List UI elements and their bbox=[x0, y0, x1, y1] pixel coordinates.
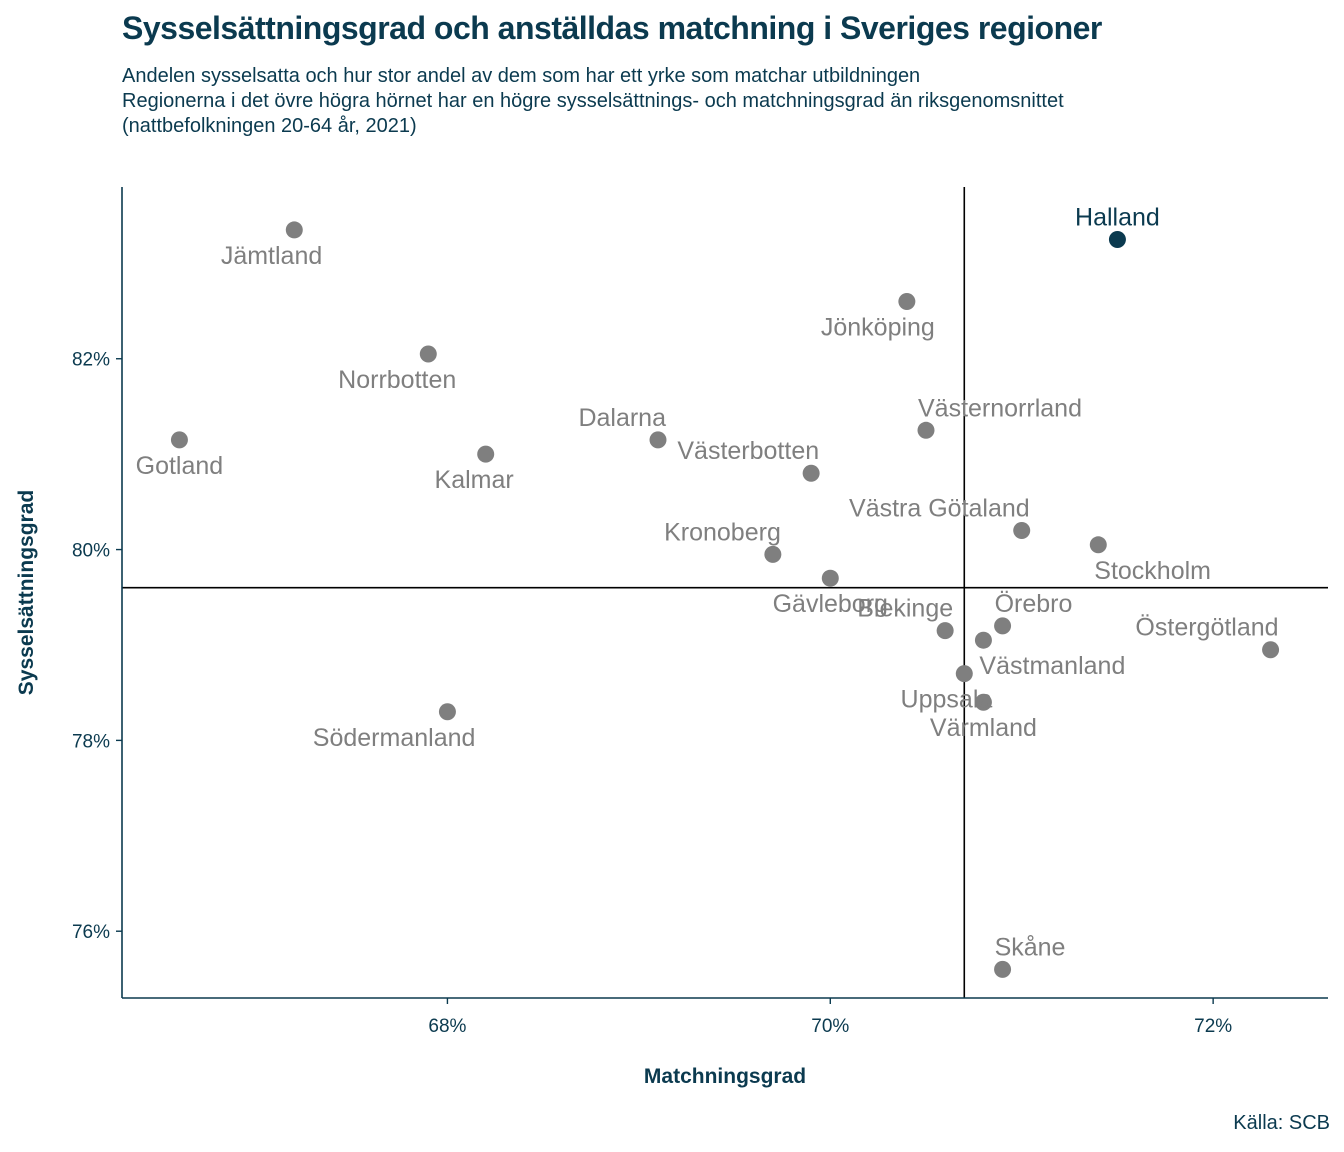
point-blekinge bbox=[936, 622, 954, 640]
point-vasterbotten bbox=[802, 464, 820, 482]
y-tick-label: 80% bbox=[72, 541, 110, 562]
chart-subtitle: Andelen sysselsatta och hur stor andel a… bbox=[122, 64, 1064, 139]
point-vastra-gotaland bbox=[1013, 521, 1031, 539]
point-stockholm bbox=[1089, 536, 1107, 554]
point-kronoberg bbox=[764, 545, 782, 563]
label-vasterbotten: Västerbotten bbox=[677, 437, 819, 465]
point-skane bbox=[994, 960, 1012, 978]
label-sodermanland: Södermanland bbox=[313, 724, 476, 752]
point-norrbotten bbox=[419, 345, 437, 363]
point-labels: Halland Jämtland Jönköping Norrbotten Gotlan… bbox=[136, 203, 1279, 961]
y-tick-label: 76% bbox=[72, 922, 110, 943]
point-vastmanland bbox=[974, 631, 992, 649]
data-points bbox=[170, 221, 1280, 978]
y-tick-label: 82% bbox=[72, 350, 110, 371]
label-vastra-gotaland: Västra Götaland bbox=[849, 494, 1030, 522]
label-gotland: Gotland bbox=[136, 452, 224, 480]
point-uppsala bbox=[955, 665, 973, 683]
label-halland: Halland bbox=[1075, 203, 1160, 231]
subtitle-line-1: Andelen sysselsatta och hur stor andel a… bbox=[122, 65, 921, 87]
point-kalmar bbox=[477, 445, 495, 463]
label-stockholm: Stockholm bbox=[1094, 557, 1211, 585]
label-jamtland: Jämtland bbox=[221, 242, 322, 270]
label-ostergotland: Östergötland bbox=[1135, 614, 1278, 642]
label-skane: Skåne bbox=[995, 933, 1066, 961]
label-blekinge: Blekinge bbox=[857, 595, 953, 623]
axes: 76% 78% 80% 82% 68% 70% 72% bbox=[72, 187, 1328, 1037]
point-halland bbox=[1108, 230, 1126, 248]
label-vastmanland: Västmanland bbox=[979, 652, 1125, 680]
label-kronoberg: Kronoberg bbox=[664, 518, 781, 546]
chart-title: Sysselsättningsgrad och anställdas match… bbox=[122, 10, 1102, 46]
reference-lines bbox=[122, 187, 1328, 998]
label-varmland: Värmland bbox=[930, 714, 1037, 742]
y-axis-title: Sysselsättningsgrad bbox=[15, 490, 38, 695]
x-tick-label: 70% bbox=[811, 1016, 849, 1037]
point-jamtland bbox=[285, 221, 303, 239]
point-jonkoping bbox=[898, 292, 916, 310]
point-gavleborg bbox=[821, 569, 839, 587]
label-jonkoping: Jönköping bbox=[821, 313, 935, 341]
subtitle-line-2: Regionerna i det övre högra hörnet har e… bbox=[122, 90, 1064, 112]
x-tick-label: 72% bbox=[1194, 1016, 1232, 1037]
point-dalarna bbox=[649, 431, 667, 449]
subtitle-line-3: (nattbefolkningen 20-64 år, 2021) bbox=[122, 115, 417, 137]
label-vasternorrland: Västernorrland bbox=[918, 394, 1082, 422]
source-caption: Källa: SCB bbox=[1233, 1112, 1330, 1134]
point-varmland bbox=[974, 693, 992, 711]
label-norrbotten: Norrbotten bbox=[338, 366, 456, 394]
label-orebro: Örebro bbox=[995, 590, 1073, 618]
point-vasternorrland bbox=[917, 421, 935, 439]
label-uppsala: Uppsala bbox=[901, 686, 993, 714]
point-gotland bbox=[170, 431, 188, 449]
y-tick-label: 78% bbox=[72, 731, 110, 752]
point-ostergotland bbox=[1262, 641, 1280, 659]
point-sodermanland bbox=[438, 703, 456, 721]
point-orebro bbox=[994, 617, 1012, 635]
x-axis-title: Matchningsgrad bbox=[644, 1065, 806, 1088]
x-tick-label: 68% bbox=[428, 1016, 466, 1037]
label-dalarna: Dalarna bbox=[578, 404, 666, 432]
label-kalmar: Kalmar bbox=[435, 466, 514, 494]
label-gavleborg: Gävleborg bbox=[773, 590, 888, 618]
